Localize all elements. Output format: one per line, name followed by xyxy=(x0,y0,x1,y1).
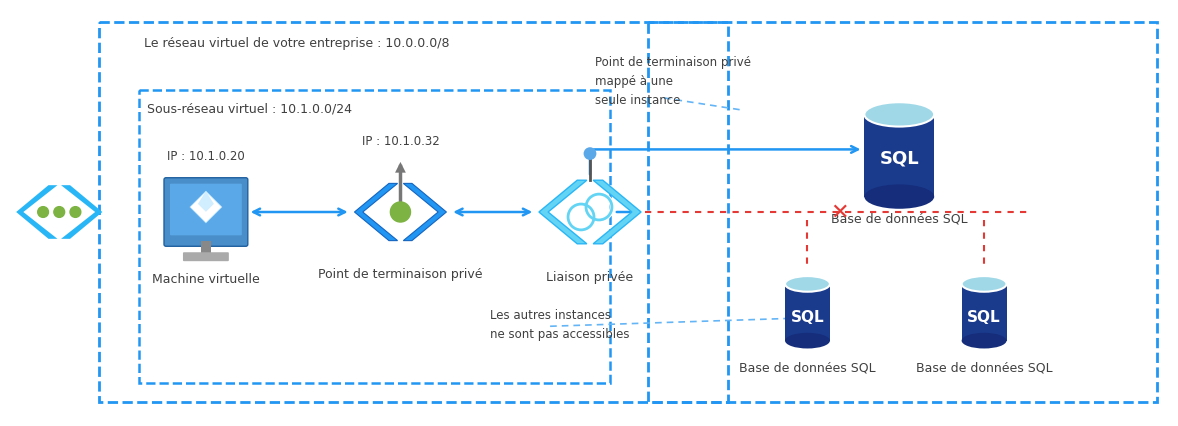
Polygon shape xyxy=(355,184,397,241)
Ellipse shape xyxy=(961,333,1006,348)
Text: SQL: SQL xyxy=(790,309,825,324)
Circle shape xyxy=(390,202,410,222)
Circle shape xyxy=(583,148,596,161)
Circle shape xyxy=(70,207,81,218)
Text: SQL: SQL xyxy=(880,149,919,167)
Text: ✕: ✕ xyxy=(830,202,848,222)
Polygon shape xyxy=(16,186,58,239)
FancyBboxPatch shape xyxy=(164,178,247,247)
Text: SQL: SQL xyxy=(967,309,1001,324)
Text: Base de données SQL: Base de données SQL xyxy=(830,212,967,225)
Ellipse shape xyxy=(961,276,1006,292)
Bar xyxy=(785,284,830,341)
Polygon shape xyxy=(594,181,641,244)
Bar xyxy=(865,115,934,197)
Polygon shape xyxy=(538,181,587,244)
Ellipse shape xyxy=(865,103,934,127)
Text: Base de données SQL: Base de données SQL xyxy=(739,360,875,373)
Polygon shape xyxy=(61,186,102,239)
Bar xyxy=(99,23,728,402)
Bar xyxy=(648,23,1157,402)
Polygon shape xyxy=(190,192,221,223)
Text: Liaison privée: Liaison privée xyxy=(547,270,634,283)
Text: Point de terminaison privé: Point de terminaison privé xyxy=(318,267,483,280)
Ellipse shape xyxy=(865,185,934,209)
Ellipse shape xyxy=(785,333,830,348)
Polygon shape xyxy=(395,163,406,173)
Ellipse shape xyxy=(785,276,830,292)
Text: Machine virtuelle: Machine virtuelle xyxy=(152,272,260,285)
Bar xyxy=(201,242,211,253)
Text: IP : 10.1.0.32: IP : 10.1.0.32 xyxy=(362,135,439,148)
Bar xyxy=(961,284,1006,341)
FancyBboxPatch shape xyxy=(170,184,241,236)
Text: IP : 10.1.0.20: IP : 10.1.0.20 xyxy=(167,150,245,163)
FancyBboxPatch shape xyxy=(183,253,229,262)
Polygon shape xyxy=(198,192,214,212)
Circle shape xyxy=(38,207,48,218)
Text: Les autres instances
ne sont pas accessibles: Les autres instances ne sont pas accessi… xyxy=(490,309,630,340)
Bar xyxy=(139,91,610,383)
Text: Sous-réseau virtuel : 10.1.0.0/24: Sous-réseau virtuel : 10.1.0.0/24 xyxy=(147,103,352,115)
Circle shape xyxy=(54,207,65,218)
Text: Le réseau virtuel de votre entreprise : 10.0.0.0/8: Le réseau virtuel de votre entreprise : … xyxy=(144,37,450,50)
Text: Base de données SQL: Base de données SQL xyxy=(915,360,1052,373)
Polygon shape xyxy=(403,184,446,241)
Text: Point de terminaison privé
mappé à une
seule instance: Point de terminaison privé mappé à une s… xyxy=(595,56,752,107)
